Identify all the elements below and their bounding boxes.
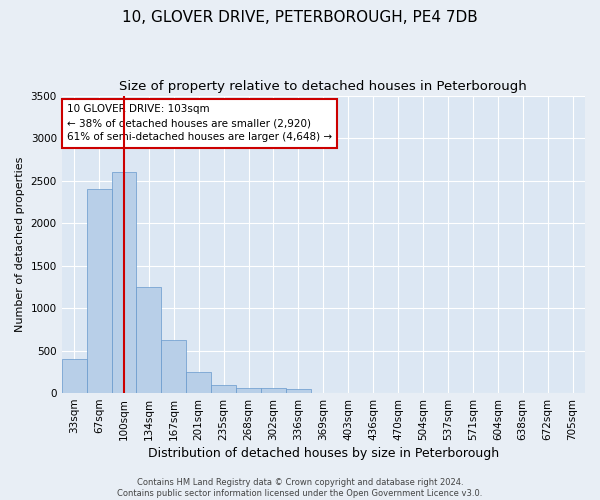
- Bar: [62, 359, 86, 393]
- Title: Size of property relative to detached houses in Peterborough: Size of property relative to detached ho…: [119, 80, 527, 93]
- Bar: [211, 384, 236, 393]
- Bar: [161, 340, 186, 393]
- Bar: [286, 389, 311, 393]
- Bar: [136, 287, 161, 393]
- X-axis label: Distribution of detached houses by size in Peterborough: Distribution of detached houses by size …: [148, 447, 499, 460]
- Y-axis label: Number of detached properties: Number of detached properties: [15, 156, 25, 332]
- Text: 10 GLOVER DRIVE: 103sqm
← 38% of detached houses are smaller (2,920)
61% of semi: 10 GLOVER DRIVE: 103sqm ← 38% of detache…: [67, 104, 332, 142]
- Text: Contains HM Land Registry data © Crown copyright and database right 2024.
Contai: Contains HM Land Registry data © Crown c…: [118, 478, 482, 498]
- Bar: [261, 388, 286, 393]
- Bar: [86, 189, 112, 393]
- Bar: [112, 172, 136, 393]
- Bar: [186, 372, 211, 393]
- Text: 10, GLOVER DRIVE, PETERBOROUGH, PE4 7DB: 10, GLOVER DRIVE, PETERBOROUGH, PE4 7DB: [122, 10, 478, 25]
- Bar: [236, 388, 261, 393]
